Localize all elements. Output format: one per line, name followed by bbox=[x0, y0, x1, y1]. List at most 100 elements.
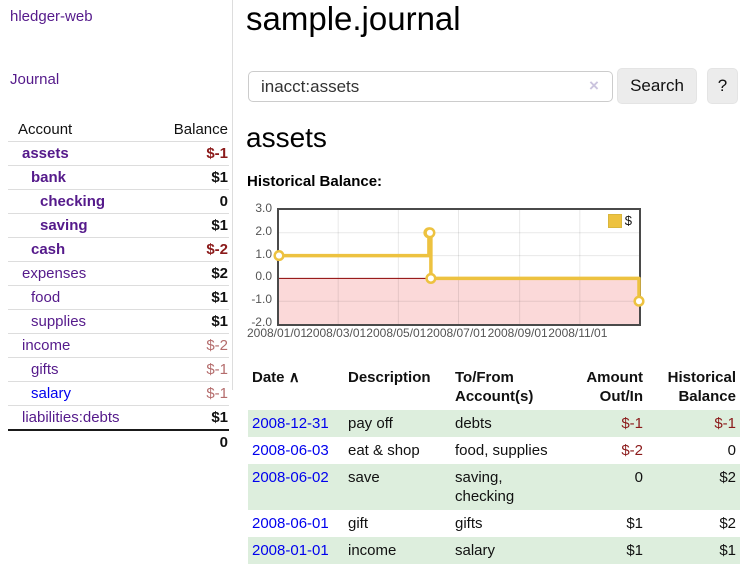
transaction-date-link[interactable]: 2008-01-01 bbox=[252, 542, 329, 559]
register-header-row: Date ∧ Description To/From Account(s) Am… bbox=[248, 364, 740, 410]
account-heading: assets bbox=[246, 122, 327, 153]
accounts-header-balance: Balance bbox=[173, 120, 228, 138]
balance-cell: $2 bbox=[719, 469, 736, 486]
account-name-cell: supplies bbox=[8, 309, 156, 334]
brand-link[interactable]: hledger-web bbox=[10, 8, 93, 25]
historical-balance-chart: $ 3.0 2.0 1.0 0.0 -1.0 -2.0 2008/01/01 2008/03/… bbox=[244, 201, 742, 345]
account-name-cell: food bbox=[8, 285, 156, 310]
accounts-total-spacer bbox=[8, 429, 156, 454]
account-balance: $1 bbox=[155, 405, 229, 430]
sidebar-account-link[interactable]: saving bbox=[40, 216, 88, 234]
amount-cell: 0 bbox=[634, 469, 643, 486]
sidebar-account-link[interactable]: checking bbox=[40, 192, 106, 210]
account-name-cell: saving bbox=[8, 213, 156, 238]
date-cell: 2008-12-31 bbox=[248, 410, 344, 437]
accounts-header-account: Account bbox=[18, 120, 73, 138]
transaction-date-link[interactable]: 2008-06-02 bbox=[252, 469, 329, 486]
account-name-cell: income bbox=[8, 333, 156, 358]
account-balance: $2 bbox=[155, 261, 229, 286]
account-balance: $1 bbox=[155, 309, 229, 334]
x-axis-tick-label: 2008/07/01 bbox=[426, 326, 487, 340]
account-row: bank $1 bbox=[8, 165, 229, 190]
transaction-row: 2008-06-03 eat & shop food, supplies $-2 0 bbox=[248, 437, 740, 464]
help-button[interactable]: ? bbox=[707, 68, 738, 104]
transaction-row: 2008-12-31 pay off debts $-1 $-1 bbox=[248, 410, 740, 437]
amount-cell: $1 bbox=[626, 515, 643, 532]
date-cell: 2008-01-01 bbox=[248, 537, 344, 564]
date-cell: 2008-06-03 bbox=[248, 437, 344, 464]
sort-ascending-icon: ∧ bbox=[288, 369, 300, 386]
x-axis-tick-label: 2008/03/01 bbox=[306, 326, 367, 340]
transaction-date-link[interactable]: 2008-06-01 bbox=[252, 515, 329, 532]
account-row: food $1 bbox=[8, 285, 229, 310]
clear-search-icon[interactable]: × bbox=[589, 76, 599, 95]
y-axis-tick-label: -2.0 bbox=[251, 315, 272, 329]
sidebar-account-link[interactable]: salary bbox=[31, 384, 72, 402]
x-axis-tick-label: 2008/09/01 bbox=[487, 326, 548, 340]
accounts-table: Account Balance assets $-1 bank $1 checking 0… bbox=[8, 118, 229, 454]
account-row: expenses $2 bbox=[8, 261, 229, 286]
register-body: 2008-12-31 pay off debts $-1 $-1 2008-06-03 ea… bbox=[248, 410, 740, 564]
balance-cell: 0 bbox=[727, 442, 736, 459]
account-row: assets $-1 bbox=[8, 141, 229, 166]
y-axis-tick-label: 3.0 bbox=[255, 201, 272, 215]
sidebar-account-link[interactable]: income bbox=[22, 336, 71, 354]
account-name-cell: cash bbox=[8, 237, 156, 262]
accounts-cell: gifts bbox=[455, 515, 483, 532]
transaction-date-link[interactable]: 2008-06-03 bbox=[252, 442, 329, 459]
sidebar-item-journal[interactable]: Journal bbox=[10, 71, 60, 88]
register-header-accounts: To/From Account(s) bbox=[455, 369, 534, 405]
accounts-cell: food, supplies bbox=[455, 442, 548, 459]
accounts-body: assets $-1 bank $1 checking 0 saving $1 cash $-2 e… bbox=[8, 141, 229, 430]
account-name-cell: gifts bbox=[8, 357, 156, 382]
account-row: income $-2 bbox=[8, 333, 229, 358]
transaction-date-link[interactable]: 2008-12-31 bbox=[252, 415, 329, 432]
accounts-total-row: 0 bbox=[8, 429, 229, 454]
transaction-row: 2008-01-01 income salary $1 $1 bbox=[248, 537, 740, 564]
sidebar-account-link[interactable]: liabilities:debts bbox=[22, 408, 120, 426]
sidebar-divider bbox=[232, 0, 233, 390]
balance-cell: $-1 bbox=[714, 415, 736, 432]
account-balance: $1 bbox=[155, 213, 229, 238]
account-balance: $1 bbox=[155, 285, 229, 310]
description-cell: eat & shop bbox=[348, 442, 420, 459]
account-balance: $1 bbox=[155, 165, 229, 190]
sidebar-account-link[interactable]: bank bbox=[31, 168, 67, 186]
sidebar-account-link[interactable]: assets bbox=[22, 144, 69, 162]
sidebar-account-link[interactable]: supplies bbox=[31, 312, 87, 330]
chart-plot[interactable]: $ bbox=[273, 208, 645, 326]
transaction-row: 2008-06-02 save saving, checking 0 $2 bbox=[248, 464, 740, 510]
search-input[interactable] bbox=[248, 71, 613, 102]
date-cell: 2008-06-01 bbox=[248, 510, 344, 537]
balance-line-chart-svg bbox=[273, 210, 645, 324]
description-cell: pay off bbox=[348, 415, 393, 432]
account-row: checking 0 bbox=[8, 189, 229, 214]
account-balance: $-2 bbox=[155, 237, 229, 262]
legend-label: $ bbox=[624, 213, 632, 228]
description-cell: save bbox=[348, 469, 380, 486]
y-axis-tick-label: -1.0 bbox=[251, 292, 272, 307]
amount-cell: $-1 bbox=[621, 415, 643, 432]
register-header-date[interactable]: Date ∧ bbox=[252, 369, 300, 386]
sidebar-account-link[interactable]: food bbox=[31, 288, 61, 306]
search-button[interactable]: Search bbox=[617, 68, 697, 104]
sidebar-account-link[interactable]: cash bbox=[31, 240, 66, 258]
account-name-cell: liabilities:debts bbox=[8, 405, 156, 430]
date-cell: 2008-06-02 bbox=[248, 464, 344, 510]
description-cell: gift bbox=[348, 515, 369, 532]
account-row: liabilities:debts $1 bbox=[8, 405, 229, 430]
register-header-balance: Historical Balance bbox=[667, 369, 736, 405]
page-title: sample.journal bbox=[246, 0, 461, 37]
transaction-row: 2008-06-01 gift gifts $1 $2 bbox=[248, 510, 740, 537]
sidebar-account-link[interactable]: gifts bbox=[31, 360, 59, 378]
account-row: salary $-1 bbox=[8, 381, 229, 406]
accounts-cell: salary bbox=[455, 542, 496, 559]
x-axis-tick-label: 2008/01/01 bbox=[246, 326, 308, 340]
legend-swatch-icon bbox=[607, 213, 622, 228]
sidebar-account-link[interactable]: expenses bbox=[22, 264, 87, 282]
account-row: gifts $-1 bbox=[8, 357, 229, 382]
x-axis-tick-label: 2008/05/01 bbox=[366, 326, 427, 340]
y-axis-tick-label: 0.0 bbox=[255, 269, 272, 284]
register-header-description: Description bbox=[348, 369, 431, 386]
